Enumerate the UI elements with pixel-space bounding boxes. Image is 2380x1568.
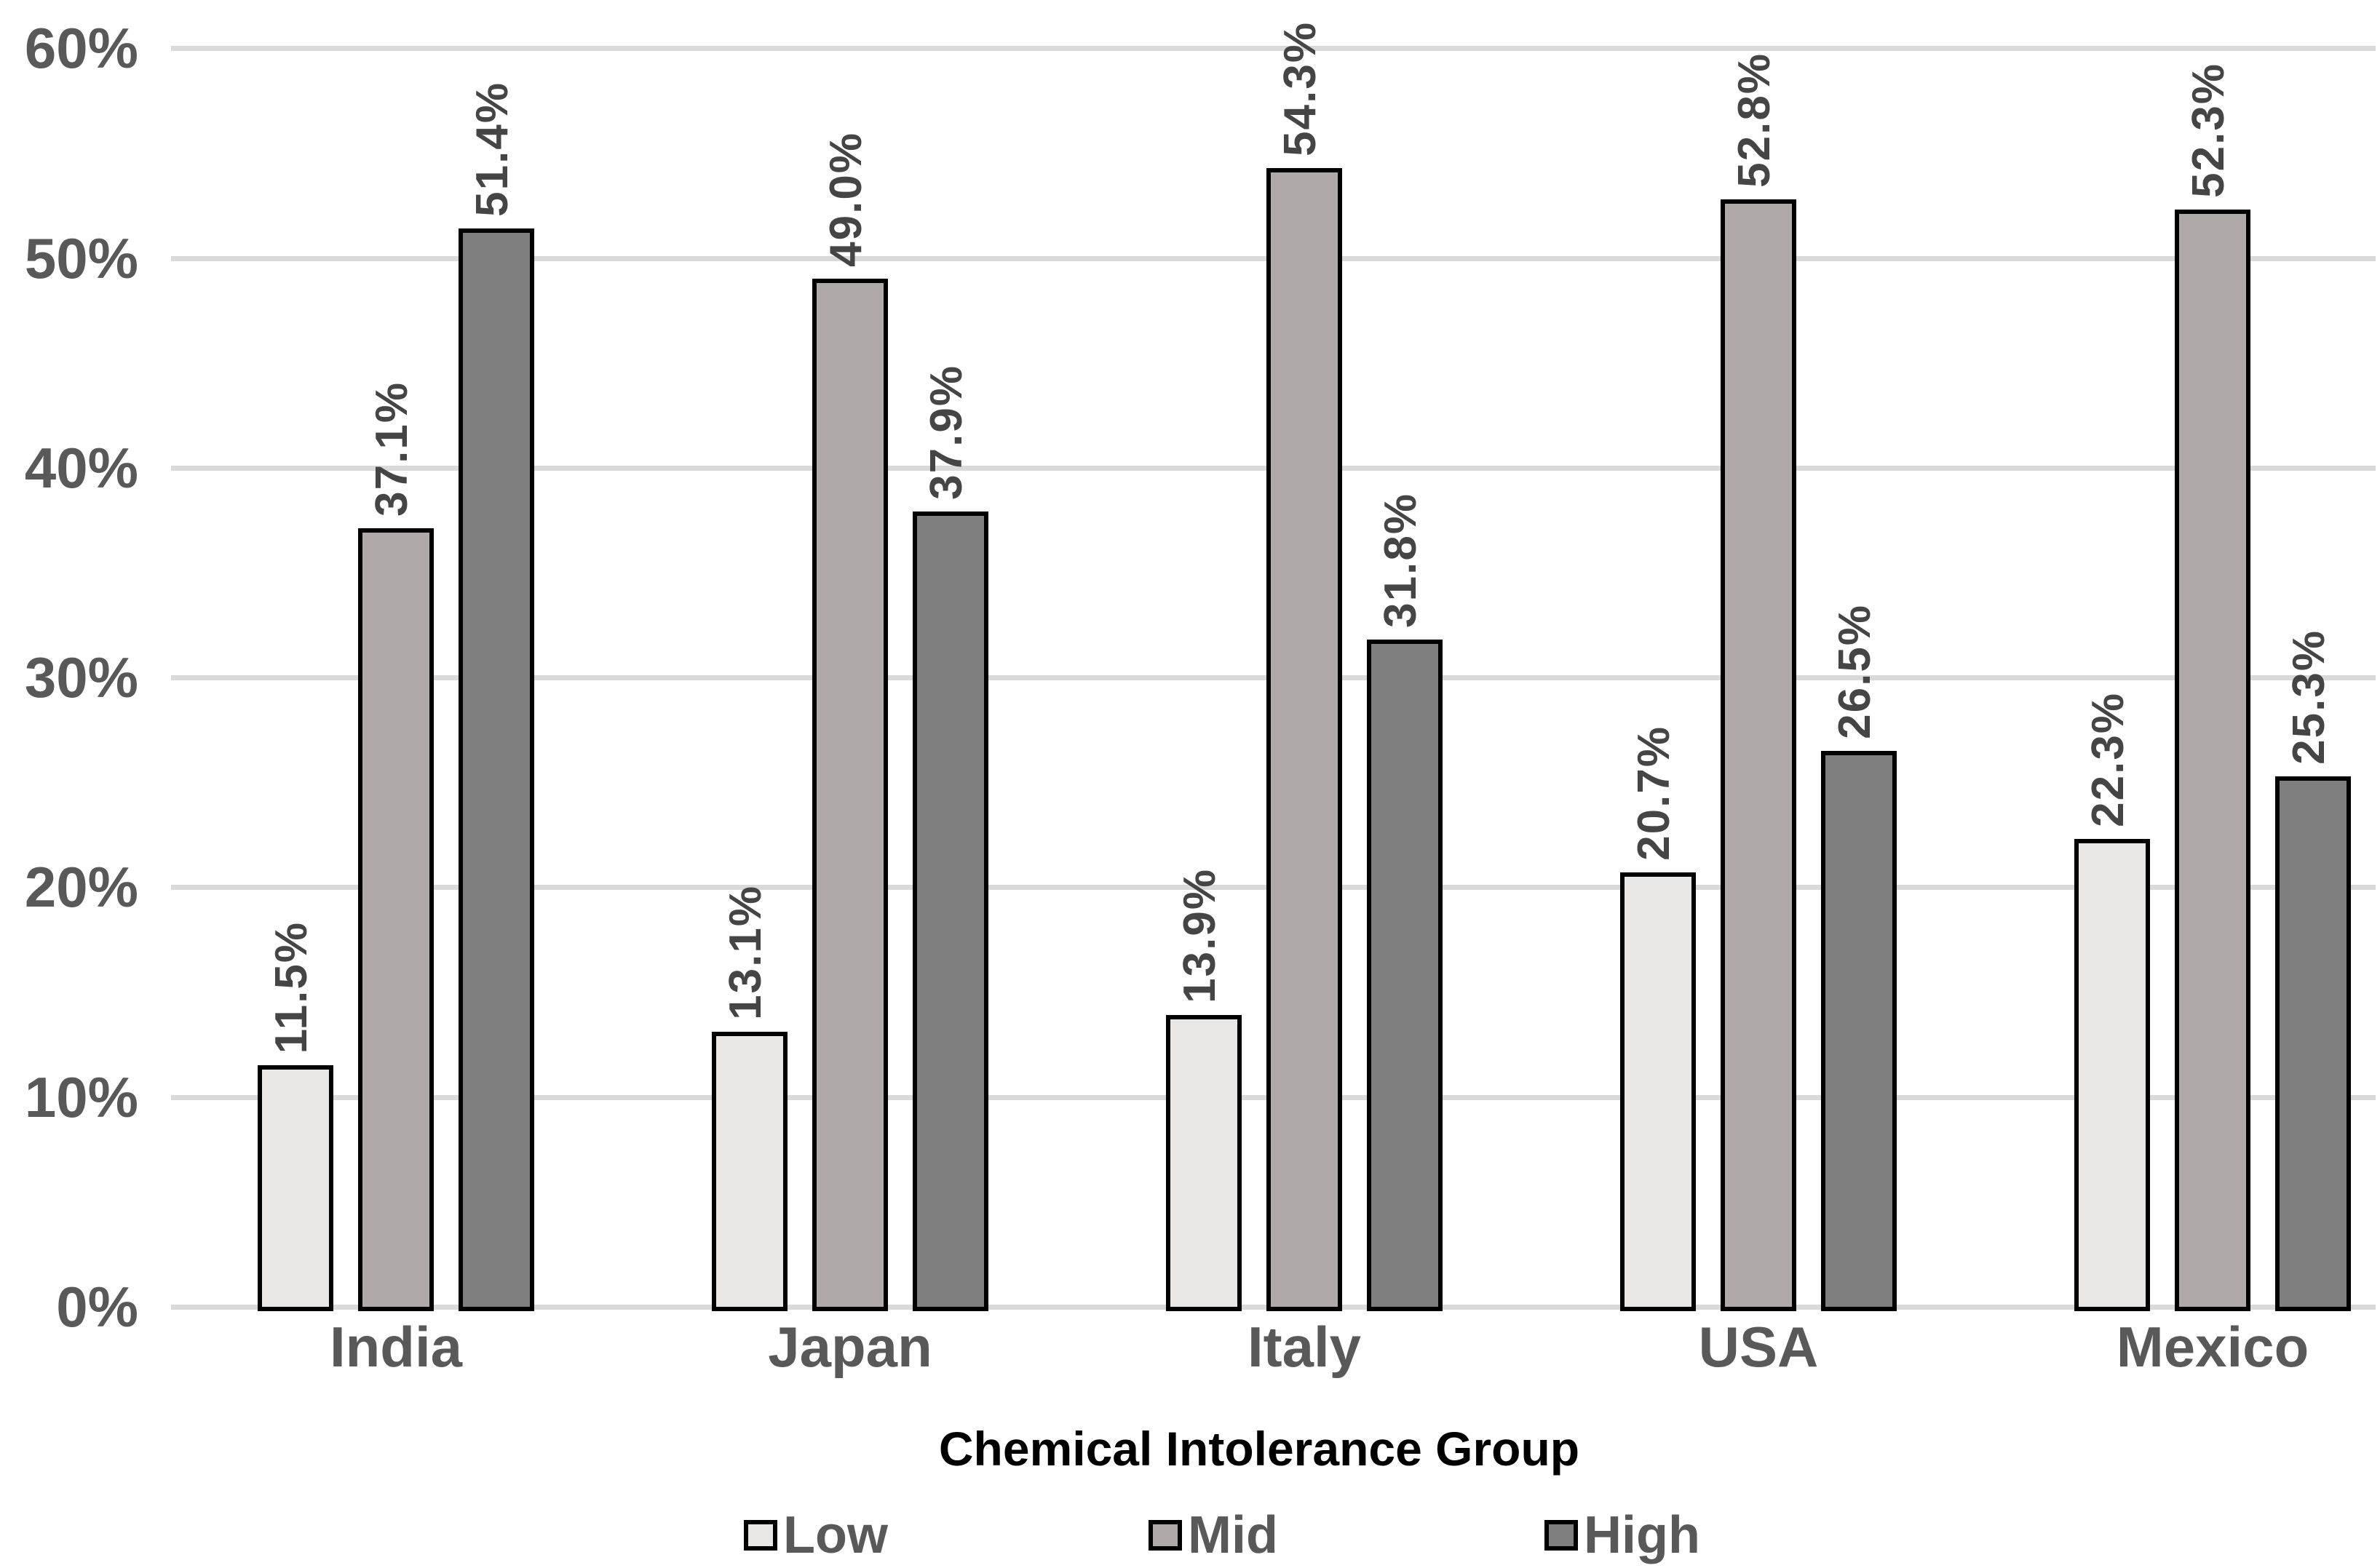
bar-japan-mid (812, 279, 888, 1311)
x-axis-title: Chemical Intolerance Group (938, 1422, 1580, 1476)
legend-item-high: High (1544, 1509, 1700, 1561)
gridline-60% (171, 46, 2376, 51)
legend-swatch-high (1544, 1520, 1578, 1551)
data-label-mexico-high: 25.3% (2284, 629, 2334, 765)
data-label-india-high: 51.4% (467, 81, 517, 217)
bar-mexico-mid (2175, 210, 2250, 1311)
data-label-usa-mid: 52.8% (1729, 52, 1780, 188)
bar-italy-mid (1266, 168, 1342, 1311)
bar-india-mid (358, 528, 434, 1311)
data-label-mexico-low: 22.3% (2083, 692, 2133, 827)
bar-usa-low (1620, 872, 1696, 1311)
legend-label-mid: Mid (1188, 1506, 1278, 1564)
legend-item-mid: Mid (1149, 1509, 1278, 1561)
category-label-mexico: Mexico (2116, 1315, 2309, 1379)
y-tick-label-20%: 20% (24, 855, 138, 919)
bar-mexico-high (2275, 776, 2351, 1311)
data-label-india-mid: 37.1% (367, 381, 417, 517)
data-label-japan-high: 37.9% (921, 365, 972, 500)
data-label-usa-low: 20.7% (1629, 725, 1679, 861)
data-label-italy-mid: 54.3% (1275, 21, 1325, 156)
category-label-italy: Italy (1247, 1315, 1362, 1379)
data-label-italy-low: 13.9% (1175, 868, 1225, 1003)
legend-label-high: High (1584, 1506, 1700, 1564)
bar-india-high (459, 228, 534, 1311)
bar-india-low (258, 1065, 333, 1311)
bar-italy-low (1166, 1015, 1242, 1311)
bar-mexico-low (2074, 839, 2150, 1311)
data-label-italy-high: 31.8% (1376, 493, 1426, 628)
y-tick-label-40%: 40% (24, 436, 138, 500)
y-tick-label-60%: 60% (24, 16, 138, 80)
legend-label-low: Low (783, 1506, 888, 1564)
data-label-mexico-mid: 52.3% (2183, 63, 2234, 198)
bar-usa-high (1821, 751, 1897, 1311)
bar-italy-high (1367, 640, 1443, 1311)
y-tick-label-50%: 50% (24, 226, 138, 290)
y-tick-label-10%: 10% (24, 1065, 138, 1129)
bar-japan-low (712, 1032, 788, 1311)
legend-item-low: Low (744, 1509, 888, 1561)
y-tick-label-30%: 30% (24, 645, 138, 709)
y-tick-label-0%: 0% (56, 1275, 138, 1339)
legend-swatch-mid (1149, 1520, 1182, 1551)
bar-usa-mid (1721, 199, 1796, 1311)
data-label-japan-low: 13.1% (721, 885, 771, 1020)
legend-swatch-low (744, 1520, 777, 1551)
category-label-india: India (329, 1315, 462, 1379)
category-label-japan: Japan (768, 1315, 932, 1379)
data-label-japan-mid: 49.0% (821, 132, 871, 267)
data-label-india-low: 11.5% (266, 920, 317, 1054)
bar-japan-high (913, 512, 988, 1311)
category-label-usa: USA (1698, 1315, 1819, 1379)
data-label-usa-high: 26.5% (1830, 604, 1880, 739)
